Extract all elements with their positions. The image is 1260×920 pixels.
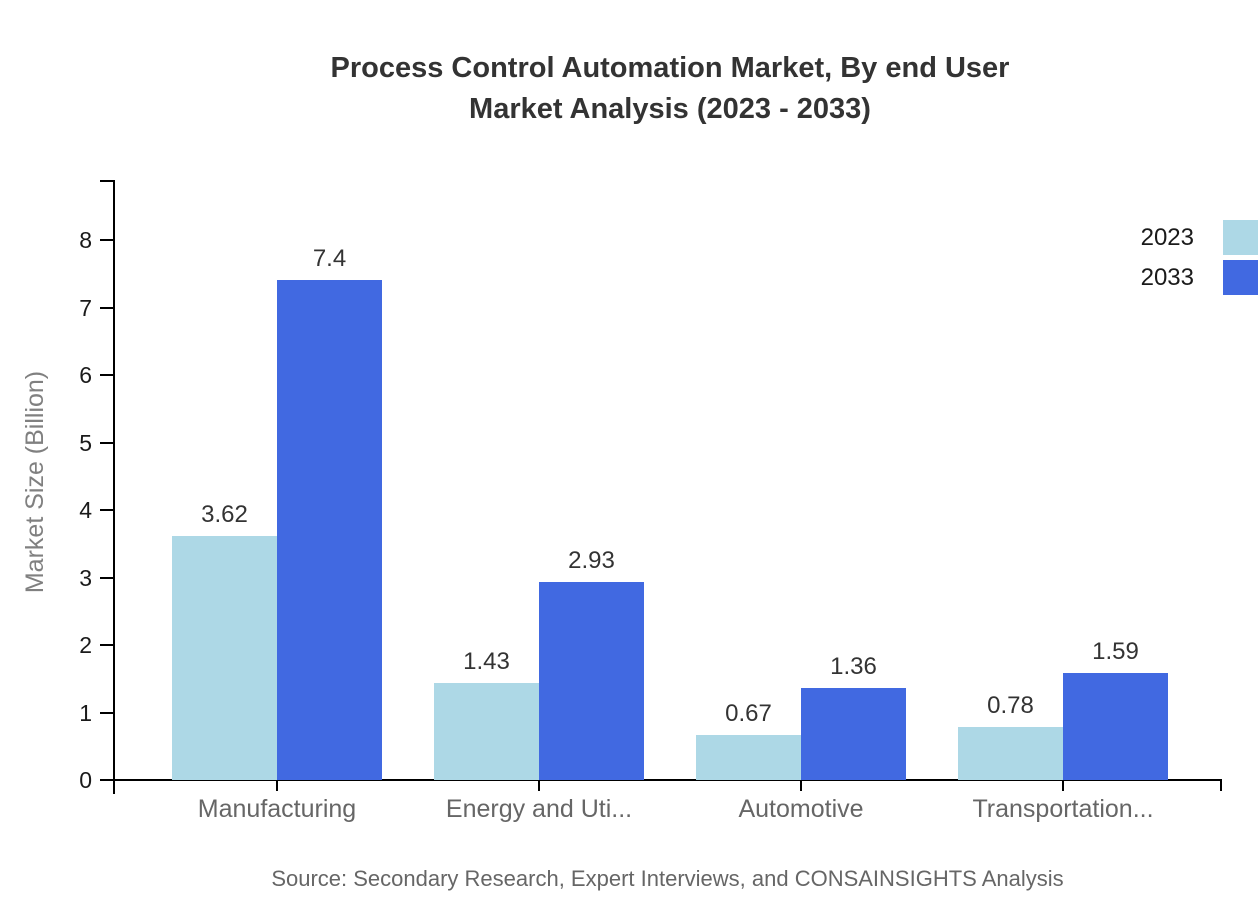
bar-2023-energy-and-uti	[434, 683, 539, 780]
value-label-2023-energy-and-uti: 1.43	[463, 648, 510, 675]
bar-2023-transportation	[958, 727, 1063, 780]
y-axis-line	[113, 180, 115, 794]
x-axis-line	[113, 779, 1222, 781]
y-tick-1	[100, 711, 113, 714]
value-label-2033-energy-and-uti: 2.93	[568, 547, 615, 574]
y-tick-0	[100, 779, 113, 781]
x-tick-transportation	[1062, 779, 1064, 791]
legend-item-2033: 2033	[1000, 260, 1260, 295]
value-label-2023-manufacturing: 3.62	[201, 501, 248, 528]
bar-2033-manufacturing	[277, 280, 382, 780]
category-label-manufacturing: Manufacturing	[197, 795, 357, 823]
y-tick-8	[100, 239, 113, 241]
y-tick-label-4: 4	[79, 497, 92, 523]
x-tick-energy-and-uti	[538, 779, 540, 791]
legend-label-2023: 2023	[1140, 224, 1194, 251]
y-tick-label-8: 8	[79, 227, 92, 253]
legend-swatch-2023	[1223, 220, 1258, 255]
y-axis-top-cap	[100, 180, 113, 182]
y-tick-2	[100, 644, 113, 646]
y-tick-label-3: 3	[79, 564, 92, 591]
y-tick-label-7: 7	[79, 294, 92, 321]
category-label-automotive: Automotive	[738, 795, 864, 823]
y-tick-label-0: 0	[79, 767, 92, 793]
x-tick-automotive	[800, 779, 802, 791]
bar-2033-transportation	[1063, 673, 1168, 780]
value-label-2023-automotive: 0.67	[725, 700, 772, 727]
y-tick-6	[100, 374, 113, 376]
y-tick-3	[100, 576, 113, 579]
source-attribution: Source: Secondary Research, Expert Inter…	[271, 866, 1064, 891]
chart-title-line-2: Market Analysis (2023 - 2033)	[469, 93, 871, 125]
bar-2033-automotive	[801, 688, 906, 780]
legend-label-2033: 2033	[1140, 264, 1194, 291]
category-label-energy-and-uti: Energy and Uti...	[445, 795, 633, 823]
value-label-2033-transportation: 1.59	[1092, 638, 1139, 665]
category-label-transportation: Transportation...	[972, 795, 1154, 823]
y-tick-7	[100, 306, 113, 309]
x-tick-manufacturing	[276, 779, 278, 791]
value-label-2033-automotive: 1.36	[830, 653, 877, 680]
y-tick-5	[100, 441, 113, 444]
y-tick-label-1: 1	[79, 699, 92, 726]
value-label-2033-manufacturing: 7.4	[312, 245, 347, 272]
value-label-2023-transportation: 0.78	[987, 692, 1034, 719]
bar-2033-energy-and-uti	[539, 582, 644, 780]
y-tick-label-6: 6	[79, 362, 92, 388]
x-axis-end-tick	[1220, 779, 1222, 791]
bar-2023-manufacturing	[172, 536, 277, 780]
bar-2023-automotive	[696, 735, 801, 780]
y-tick-label-2: 2	[79, 632, 92, 658]
y-tick-4	[100, 509, 113, 511]
y-tick-label-5: 5	[79, 429, 92, 456]
chart-title-line-1: Process Control Automation Market, By en…	[330, 52, 1010, 84]
legend-swatch-2033	[1223, 260, 1258, 295]
legend-item-2023: 2023	[1000, 220, 1260, 255]
chart-title: Process Control Automation Market, By en…	[80, 48, 1260, 130]
